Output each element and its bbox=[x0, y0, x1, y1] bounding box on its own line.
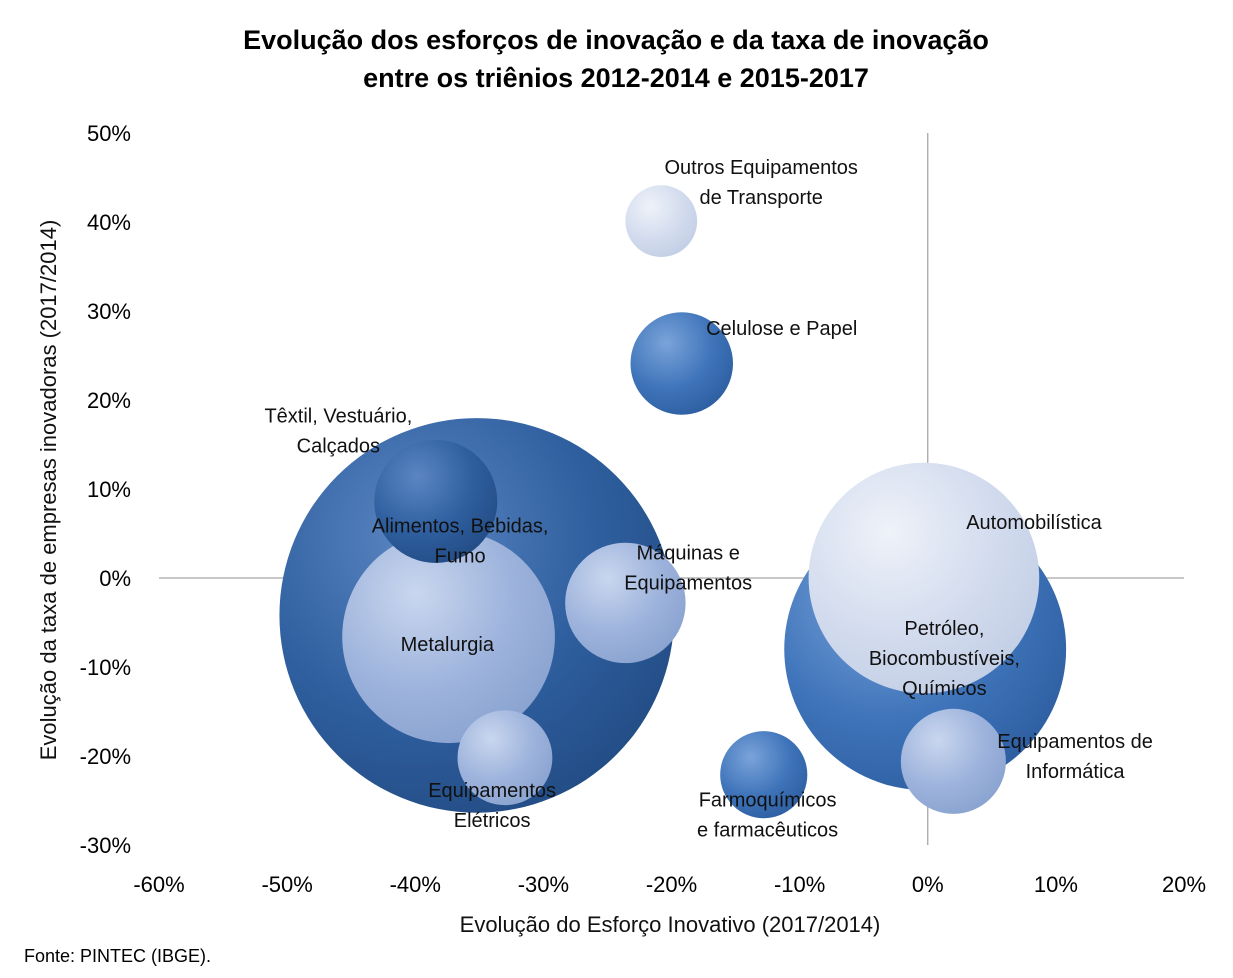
bubble-label-line: Fumo bbox=[435, 546, 486, 568]
bubble-label: Alimentos, Bebidas, Fumo bbox=[372, 516, 549, 568]
bubble-label-line: Petróleo, bbox=[904, 618, 984, 640]
y-tick-label: 30% bbox=[87, 299, 131, 324]
bubble-label: Petróleo, Biocombustíveis, Químicos bbox=[869, 618, 1020, 700]
bubble-label: Celulose e Papel bbox=[706, 318, 857, 340]
y-tick-label: -20% bbox=[80, 744, 131, 769]
y-tick-label: -10% bbox=[80, 655, 131, 680]
source-note: Fonte: PINTEC (IBGE). bbox=[24, 946, 211, 966]
y-tick-label: 50% bbox=[87, 121, 131, 146]
chart-title: Evolução dos esforços de inovação e da t… bbox=[243, 25, 989, 93]
bubble-label: Metalurgia bbox=[401, 634, 495, 656]
bubbles bbox=[279, 185, 1067, 819]
bubble-label-line: Metalurgia bbox=[401, 634, 495, 656]
x-tick-label: -10% bbox=[774, 872, 825, 897]
bubble bbox=[457, 710, 553, 806]
bubble-label: Equipamentos Elétricos bbox=[428, 780, 556, 832]
bubble-label-line: de Transporte bbox=[699, 187, 822, 209]
x-tick-label: 0% bbox=[912, 872, 944, 897]
y-tick-labels: 50% 40% 30% 20% 10% 0% -10% -20% -30% bbox=[80, 121, 131, 858]
bubble-label-line: Equipamentos bbox=[624, 572, 752, 594]
bubble-label-line: e farmacêuticos bbox=[697, 820, 838, 842]
x-tick-label: -60% bbox=[133, 872, 184, 897]
x-tick-label: 10% bbox=[1034, 872, 1078, 897]
bubble-label-line: Calçados bbox=[297, 435, 380, 457]
bubble bbox=[374, 439, 498, 563]
bubble-label-line: Informática bbox=[1026, 761, 1126, 783]
bubble-label-line: Elétricos bbox=[454, 810, 531, 832]
y-tick-label: 10% bbox=[87, 477, 131, 502]
bubble-label: Máquinas e Equipamentos bbox=[624, 542, 752, 594]
y-tick-label: 0% bbox=[99, 566, 131, 591]
bubble bbox=[808, 462, 1040, 694]
bubble-label-line: Automobilística bbox=[966, 512, 1102, 534]
bubble-label-line: Celulose e Papel bbox=[706, 318, 857, 340]
x-tick-labels: -60% -50% -40% -30% -20% -10% 0% 10% 20% bbox=[133, 872, 1206, 897]
bubble-label-line: Têxtil, Vestuário, bbox=[264, 405, 412, 427]
bubble-label: Têxtil, Vestuário, Calçados bbox=[264, 405, 412, 457]
bubble-label-line: Alimentos, Bebidas, bbox=[372, 516, 549, 538]
bubble-label: Equipamentos de Informática bbox=[997, 731, 1153, 783]
bubble bbox=[630, 312, 733, 415]
bubble-label-line: Químicos bbox=[902, 678, 986, 700]
x-tick-label: -30% bbox=[518, 872, 569, 897]
x-axis-title: Evolução do Esforço Inovativo (2017/2014… bbox=[460, 912, 881, 937]
bubble-label: Farmoquímicos e farmacêuticos bbox=[697, 790, 838, 842]
bubble bbox=[720, 731, 808, 819]
bubble-label-line: Farmoquímicos bbox=[699, 790, 837, 812]
bubble-label-line: Equipamentos bbox=[428, 780, 556, 802]
bubble-label-line: Equipamentos de bbox=[997, 731, 1153, 753]
x-tick-label: -50% bbox=[261, 872, 312, 897]
bubble-label-line: Biocombustíveis, bbox=[869, 648, 1020, 670]
y-axis-title: Evolução da taxa de empresas inovadoras … bbox=[36, 220, 61, 761]
bubble bbox=[625, 185, 698, 257]
bubble-label-line: Máquinas e bbox=[636, 542, 739, 564]
x-tick-label: -20% bbox=[646, 872, 697, 897]
bubble-labels: Alimentos, Bebidas, Fumo Petróleo, Biocombu… bbox=[264, 157, 1152, 842]
y-tick-label: -30% bbox=[80, 833, 131, 858]
bubble bbox=[900, 708, 1006, 814]
y-tick-label: 20% bbox=[87, 388, 131, 413]
bubble-label: Automobilística bbox=[966, 512, 1102, 534]
x-tick-label: 20% bbox=[1162, 872, 1206, 897]
chart-title-line-2: entre os triênios 2012-2014 e 2015-2017 bbox=[363, 63, 869, 93]
chart-title-line-1: Evolução dos esforços de inovação e da t… bbox=[243, 25, 989, 55]
bubble bbox=[342, 530, 555, 744]
x-tick-label: -40% bbox=[390, 872, 441, 897]
y-tick-label: 40% bbox=[87, 210, 131, 235]
bubble bbox=[565, 542, 686, 664]
bubble-label-line: Outros Equipamentos bbox=[664, 157, 857, 179]
bubble-label: Outros Equipamentos de Transporte bbox=[664, 157, 857, 209]
